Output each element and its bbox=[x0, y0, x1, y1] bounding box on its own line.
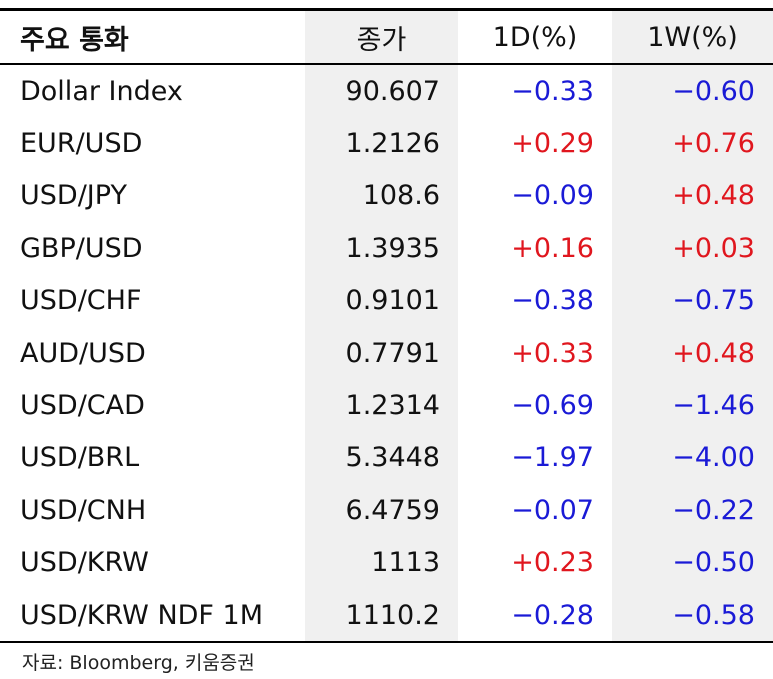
value-cell: −0.07 bbox=[511, 494, 594, 526]
value-cell: 1.3935 bbox=[305, 222, 458, 275]
table-row: USD/KRW NDF 1M 1110.2 −0.28 −0.58 bbox=[0, 588, 773, 644]
currency-name: USD/BRL bbox=[20, 442, 140, 474]
value-cell: −0.09 bbox=[511, 180, 594, 212]
value-cell: −0.33 bbox=[511, 75, 594, 107]
table-row: USD/CHF 0.9101 −0.38 −0.75 bbox=[0, 274, 773, 327]
value-cell: 1.2314 bbox=[305, 379, 458, 432]
table-row: GBP/USD 1.3935 +0.16 +0.03 bbox=[0, 222, 773, 275]
header-cell: 1D(%) bbox=[458, 8, 612, 65]
value-cell: −0.28 bbox=[458, 588, 612, 644]
table-row: EUR/USD 1.2126 +0.29 +0.76 bbox=[0, 117, 773, 170]
value-cell: +0.33 bbox=[511, 337, 594, 369]
currency-name: USD/CAD bbox=[20, 390, 145, 422]
header-cell: 주요 통화 bbox=[0, 8, 305, 65]
value-cell: +0.48 bbox=[612, 169, 773, 223]
currency-name: AUD/USD bbox=[20, 337, 146, 369]
value-cell: −0.58 bbox=[612, 588, 773, 644]
value-cell: 5.3448 bbox=[305, 431, 458, 485]
table-body: Dollar Index 90.607 −0.33 −0.60 EUR/USD 1.212… bbox=[0, 64, 773, 644]
value-cell: 6.4759 bbox=[305, 484, 458, 537]
header-cell: 1W(%) bbox=[612, 8, 773, 65]
table-row: AUD/USD 0.7791 +0.33 +0.48 bbox=[0, 326, 773, 380]
value-cell: −0.22 bbox=[612, 484, 773, 537]
value-cell: 1110.2 bbox=[305, 588, 458, 644]
currency-name: GBP/USD bbox=[20, 232, 143, 264]
value-cell: +0.29 bbox=[511, 128, 594, 160]
currency-table: 주요 통화 종가 1D(%) 1W(%) Dollar Index 90.607 −0.3… bbox=[0, 8, 773, 644]
value-cell: +0.16 bbox=[511, 232, 594, 264]
value-cell: −1.97 bbox=[511, 442, 594, 474]
header-row: 주요 통화 종가 1D(%) 1W(%) bbox=[0, 8, 773, 65]
header-cell: 종가 bbox=[305, 8, 458, 65]
value-cell: −4.00 bbox=[612, 431, 773, 485]
currency-name: USD/KRW bbox=[20, 547, 149, 579]
value-cell: −1.46 bbox=[612, 379, 773, 432]
table-row: Dollar Index 90.607 −0.33 −0.60 bbox=[0, 64, 773, 118]
value-cell: −0.69 bbox=[511, 390, 594, 422]
currency-name: USD/JPY bbox=[20, 180, 127, 212]
value-cell: −0.75 bbox=[612, 274, 773, 327]
value-cell: −0.60 bbox=[612, 64, 773, 118]
value-cell: 1113 bbox=[305, 536, 458, 589]
value-cell: +0.48 bbox=[612, 326, 773, 380]
value-cell: +0.03 bbox=[612, 222, 773, 275]
value-cell: −0.38 bbox=[511, 285, 594, 317]
table-row: USD/KRW 1113 +0.23 −0.50 bbox=[0, 536, 773, 589]
value-cell: 90.607 bbox=[305, 64, 458, 118]
currency-name: USD/CHF bbox=[20, 285, 142, 317]
currency-name: USD/CNH bbox=[20, 494, 147, 526]
table-row: USD/JPY 108.6 −0.09 +0.48 bbox=[0, 169, 773, 223]
currency-name: Dollar Index bbox=[20, 75, 183, 107]
currency-name: USD/KRW NDF 1M bbox=[0, 588, 305, 644]
value-cell: +0.23 bbox=[511, 547, 594, 579]
value-cell: 108.6 bbox=[305, 169, 458, 223]
table-row: USD/CAD 1.2314 −0.69 −1.46 bbox=[0, 379, 773, 432]
value-cell: +0.76 bbox=[612, 117, 773, 170]
table-row: USD/CNH 6.4759 −0.07 −0.22 bbox=[0, 484, 773, 537]
table-row: USD/BRL 5.3448 −1.97 −4.00 bbox=[0, 431, 773, 485]
value-cell: 0.7791 bbox=[305, 326, 458, 380]
source-note: 자료: Bloomberg, 키움증권 bbox=[22, 652, 255, 674]
value-cell: −0.50 bbox=[612, 536, 773, 589]
value-cell: 1.2126 bbox=[305, 117, 458, 170]
currency-name: EUR/USD bbox=[20, 128, 143, 160]
value-cell: 0.9101 bbox=[305, 274, 458, 327]
